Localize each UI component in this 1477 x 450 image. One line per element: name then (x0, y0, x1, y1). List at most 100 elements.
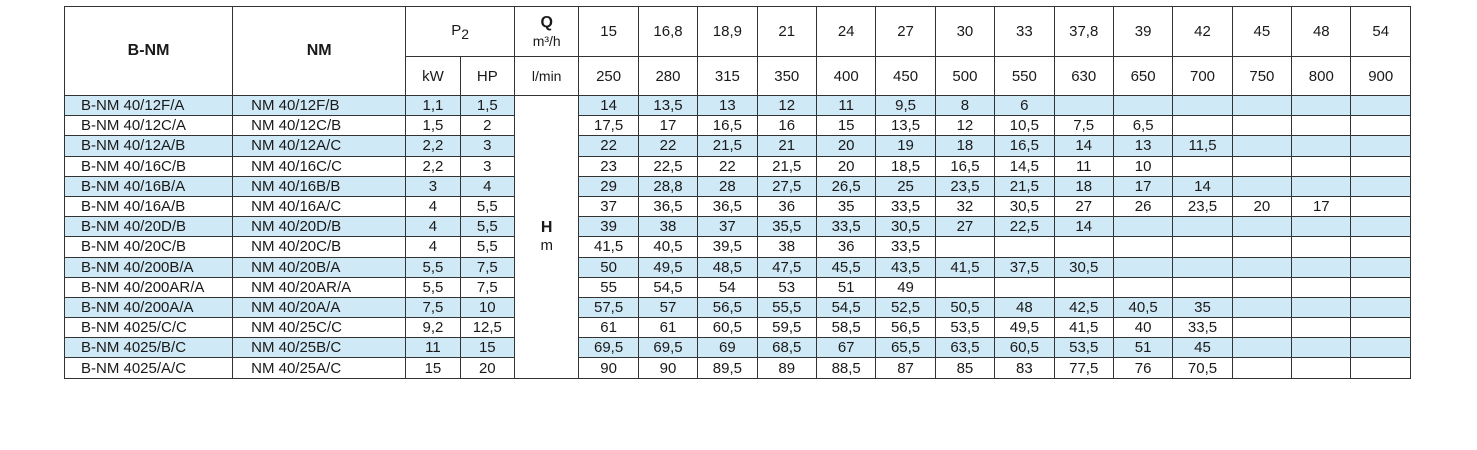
head-value-cell (1172, 115, 1233, 137)
table-row: B-NM 40/20C/B NM 40/20C/B 4 5,5 41,5 40,5 39,5… (63, 236, 1411, 258)
head-value-cell: 35,5 (756, 216, 817, 238)
head-value-cell (1291, 155, 1352, 177)
head-value-cell: 10,5 (994, 115, 1055, 137)
head-value-cell: 8 (934, 94, 996, 117)
head-value-cell: 39 (578, 216, 639, 238)
head-value-cell (1231, 216, 1293, 238)
model-bnm-cell: B-NM 40/12C/A (63, 115, 234, 137)
head-value-cell: 51 (815, 276, 877, 298)
power-hp-cell: 12,5 (459, 317, 515, 339)
head-value-cell (1231, 276, 1293, 298)
head-value-cell: 14,5 (994, 155, 1055, 177)
head-value-cell: 90 (637, 357, 699, 379)
head-value-cell (1291, 216, 1352, 238)
head-value-cell: 54,5 (637, 276, 699, 298)
head-value-cell: 47,5 (756, 256, 817, 278)
head-value-cell: 30,5 (1053, 256, 1114, 278)
head-value-cell (1231, 155, 1293, 177)
head-value-cell (1350, 216, 1411, 238)
header-flow-lmin: 900 (1350, 56, 1411, 96)
head-value-cell: 63,5 (934, 337, 996, 359)
head-value-cell: 38 (756, 236, 817, 258)
header-nm: NM (232, 6, 407, 96)
head-value-cell: 22 (637, 135, 699, 157)
header-flow-m3h: 54 (1350, 6, 1411, 57)
head-value-cell: 28,8 (637, 175, 699, 197)
header-flow-m3h: 39 (1112, 6, 1174, 57)
power-kw-cell: 5,5 (405, 256, 461, 278)
power-kw-cell: 2,2 (405, 135, 461, 157)
head-value-cell: 22,5 (994, 216, 1055, 238)
head-value-cell (1350, 94, 1411, 117)
header-flow-m3h: 30 (934, 6, 996, 57)
head-value-cell: 20 (815, 155, 877, 177)
header-flow-m3h: 24 (815, 6, 877, 57)
head-value-cell (1231, 135, 1293, 157)
head-value-cell (934, 236, 996, 258)
head-value-cell (1350, 337, 1411, 359)
head-value-cell: 16,5 (697, 115, 758, 137)
header-flow-lmin: 400 (815, 56, 877, 96)
head-value-cell (1291, 296, 1352, 319)
power-hp-cell: 5,5 (459, 236, 515, 258)
table-row: B-NM 4025/B/C NM 40/25B/C 11 15 69,5 69,5 69 68… (63, 337, 1411, 359)
model-nm-cell: NM 40/16C/C (232, 155, 407, 177)
head-value-cell: 41,5 (934, 256, 996, 278)
head-value-cell: 53 (756, 276, 817, 298)
head-value-cell: 69 (697, 337, 758, 359)
model-bnm-cell: B-NM 40/200B/A (63, 256, 234, 278)
header-flow-m3h: 27 (875, 6, 936, 57)
model-bnm-cell: B-NM 4025/A/C (63, 357, 234, 379)
head-value-cell: 21 (756, 135, 817, 157)
head-value-cell (1350, 175, 1411, 197)
power-hp-cell: 7,5 (459, 256, 515, 278)
header-flow-lmin: 650 (1112, 56, 1174, 96)
head-value-cell: 20 (1231, 195, 1293, 218)
head-value-cell: 77,5 (1053, 357, 1114, 379)
head-value-cell (1172, 94, 1233, 117)
head-value-cell: 11,5 (1172, 135, 1233, 157)
header-flow-m3h: 16,8 (637, 6, 699, 57)
table-row: B-NM 40/200A/A NM 40/20A/A 7,5 10 57,5 57 56,5… (63, 296, 1411, 319)
head-value-cell: 13,5 (875, 115, 936, 137)
head-value-cell: 36 (756, 195, 817, 218)
head-value-cell: 54,5 (815, 296, 877, 319)
header-flow-m3h: 18,9 (697, 6, 758, 57)
head-value-cell (1231, 256, 1293, 278)
head-value-cell (1350, 195, 1411, 218)
header-flow-m3h: 21 (756, 6, 817, 57)
head-value-cell: 41,5 (578, 236, 639, 258)
head-value-cell: 22,5 (637, 155, 699, 177)
header-flow-lmin: 280 (637, 56, 699, 96)
model-bnm-cell: B-NM 4025/B/C (63, 337, 234, 359)
head-value-cell (1350, 155, 1411, 177)
model-nm-cell: NM 40/20AR/A (232, 276, 407, 298)
head-value-cell: 70,5 (1172, 357, 1233, 379)
head-value-cell: 32 (934, 195, 996, 218)
table-row: B-NM 40/20D/B NM 40/20D/B 4 5,5 39 38 37 35,5 33… (63, 216, 1411, 238)
model-nm-cell: NM 40/16B/B (232, 175, 407, 197)
model-nm-cell: NM 40/20A/A (232, 296, 407, 319)
head-value-cell: 40 (1112, 317, 1174, 339)
head-value-cell: 7,5 (1053, 115, 1114, 137)
head-value-cell: 28 (697, 175, 758, 197)
head-value-cell (1350, 256, 1411, 278)
header-flow-m3h: 15 (578, 6, 639, 57)
head-value-cell (1172, 276, 1233, 298)
head-value-cell (1112, 276, 1174, 298)
table-row: B-NM 40/16B/A NM 40/16B/B 3 4 29 28,8 28 27,5 26… (63, 175, 1411, 197)
head-value-cell (1350, 135, 1411, 157)
model-bnm-cell: B-NM 40/200AR/A (63, 276, 234, 298)
model-bnm-cell: B-NM 40/16C/B (63, 155, 234, 177)
table-row: B-NM 40/12A/B NM 40/12A/C 2,2 3 22 22 21,5 21 20… (63, 135, 1411, 157)
power-kw-cell: 5,5 (405, 276, 461, 298)
model-bnm-cell: B-NM 40/20D/B (63, 216, 234, 238)
header-kw: kW (405, 56, 461, 96)
head-value-cell (1112, 94, 1174, 117)
power-hp-cell: 20 (459, 357, 515, 379)
head-value-cell: 61 (637, 317, 699, 339)
model-nm-cell: NM 40/20B/A (232, 256, 407, 278)
head-value-cell: 69,5 (578, 337, 639, 359)
